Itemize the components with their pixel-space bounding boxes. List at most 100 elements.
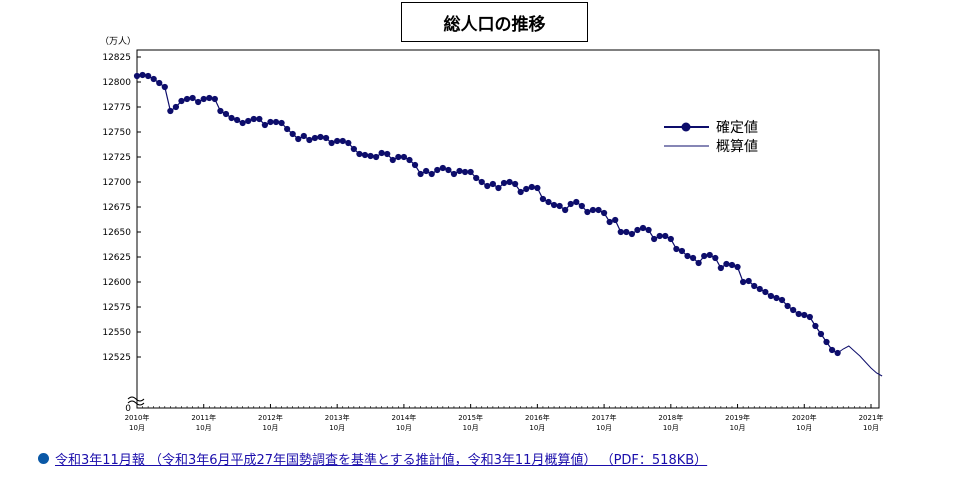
y-tick-label: 12750 — [102, 128, 131, 138]
data-point-confirmed — [667, 235, 674, 243]
series-line-estimate — [837, 345, 883, 377]
data-point-confirmed — [745, 277, 752, 285]
data-point-confirmed — [673, 245, 680, 253]
population-chart: （万人） 12525 12550 12575 12600 12625 12650 12675 1… — [100, 36, 884, 432]
data-point-confirmed — [689, 254, 697, 262]
data-point-confirmed — [634, 226, 641, 234]
data-point-confirmed — [645, 226, 652, 234]
report-link[interactable]: 令和3年11月報 （令和3年6月平成27年国勢調査を基準とする推計値，令和3年1… — [55, 453, 708, 468]
x-tick-label-year: 2012年 — [258, 413, 283, 422]
data-point-confirmed — [461, 168, 469, 176]
y-tick-label: 12650 — [102, 228, 131, 238]
x-tick-label-year: 2016年 — [525, 413, 550, 422]
data-point-confirmed — [222, 110, 230, 118]
x-tick-label-year: 2021年 — [859, 413, 884, 422]
data-point-confirmed — [617, 228, 624, 236]
data-point-confirmed — [495, 184, 502, 192]
data-point-confirmed — [595, 206, 602, 214]
data-point-confirmed — [445, 166, 452, 174]
data-point-confirmed — [651, 235, 658, 243]
data-point-confirmed — [139, 71, 146, 79]
data-point-confirmed — [706, 251, 713, 259]
data-point-confirmed — [245, 117, 252, 125]
data-point-confirmed — [389, 156, 396, 164]
axis-break-mark — [127, 400, 145, 406]
data-point-confirmed — [806, 313, 813, 321]
data-point-confirmed — [606, 218, 613, 226]
x-tick-label-month: 10月 — [463, 424, 479, 432]
data-point-confirmed — [167, 107, 174, 115]
data-point-confirmed — [517, 188, 524, 196]
data-point-confirmed — [584, 208, 591, 216]
data-point-confirmed — [411, 161, 419, 169]
data-point-confirmed — [467, 168, 474, 176]
x-tick-label-month: 10月 — [796, 424, 812, 432]
data-point-confirmed — [161, 83, 168, 91]
data-point-confirmed — [378, 149, 385, 157]
legend-label-estimate: 概算値 — [716, 139, 758, 155]
data-point-confirmed — [317, 133, 324, 141]
data-point-confirmed — [723, 260, 730, 268]
data-point-confirmed — [589, 206, 597, 214]
x-tick-label-month: 10月 — [863, 424, 879, 432]
x-tick-label-year: 2020年 — [792, 413, 817, 422]
data-point-confirmed — [145, 72, 152, 80]
data-point-confirmed — [395, 153, 402, 161]
data-point-confirmed — [795, 310, 802, 318]
data-point-confirmed — [628, 230, 635, 238]
data-point-confirmed — [417, 170, 424, 178]
data-point-confirmed — [528, 183, 535, 191]
data-point-confirmed — [228, 114, 235, 122]
data-point-confirmed — [512, 180, 519, 188]
x-tick-label-month: 10月 — [129, 424, 145, 432]
data-point-confirmed — [328, 139, 335, 147]
data-point-confirmed — [612, 216, 619, 224]
y-tick-label: 12725 — [102, 153, 131, 163]
data-point-confirmed — [311, 134, 319, 142]
y-axis-label: （万人） — [100, 36, 136, 47]
x-tick-label-year: 2015年 — [458, 413, 483, 422]
data-point-confirmed — [784, 302, 791, 310]
x-tick-label-month: 10月 — [529, 424, 545, 432]
y-tick-label: 12625 — [102, 253, 131, 263]
data-point-confirmed — [623, 228, 630, 236]
data-point-confirmed — [373, 153, 380, 161]
x-tick-label-month: 10月 — [262, 424, 278, 432]
y-tick-label: 12525 — [102, 353, 131, 363]
series-line-confirmed — [136, 74, 838, 354]
y-tick-label: 12775 — [102, 103, 131, 113]
data-point-confirmed — [178, 97, 185, 105]
data-point-confirmed — [156, 79, 163, 87]
data-point-confirmed — [172, 103, 180, 111]
data-point-confirmed — [367, 152, 374, 160]
data-point-confirmed — [322, 134, 330, 142]
data-point-confirmed — [734, 263, 741, 271]
data-point-confirmed — [562, 206, 569, 214]
x-tick-label-year: 2014年 — [391, 413, 416, 422]
data-point-confirmed — [189, 94, 196, 102]
x-tick-label-year: 2018年 — [658, 413, 683, 422]
y-tick-label: 12800 — [102, 78, 131, 88]
data-point-confirmed — [345, 139, 352, 147]
report-link-row: 令和3年11月報 （令和3年6月平成27年国勢調査を基準とする推計値，令和3年1… — [38, 449, 707, 468]
x-tick-label-month: 10月 — [730, 424, 746, 432]
data-point-confirmed — [778, 296, 786, 304]
data-point-confirmed — [717, 264, 724, 272]
data-point-confirmed — [567, 200, 574, 208]
x-tick-label-year: 2013年 — [325, 413, 350, 422]
x-tick-label-year: 2010年 — [125, 413, 150, 422]
x-tick-label-month: 10月 — [396, 424, 412, 432]
data-point-confirmed — [217, 107, 224, 115]
axis-break-mark — [127, 396, 145, 402]
data-point-confirmed — [350, 145, 357, 153]
data-point-confirmed — [489, 180, 496, 188]
y-tick-label: 12700 — [102, 178, 131, 188]
data-point-confirmed — [740, 278, 747, 286]
data-point-confirmed — [300, 132, 307, 140]
data-point-confirmed — [600, 209, 608, 217]
x-tick-label-month: 10月 — [196, 424, 212, 432]
x-tick-label-month: 10月 — [596, 424, 612, 432]
data-point-confirmed — [790, 306, 797, 314]
data-point-confirmed — [339, 137, 346, 145]
x-tick-label-month: 10月 — [663, 424, 679, 432]
